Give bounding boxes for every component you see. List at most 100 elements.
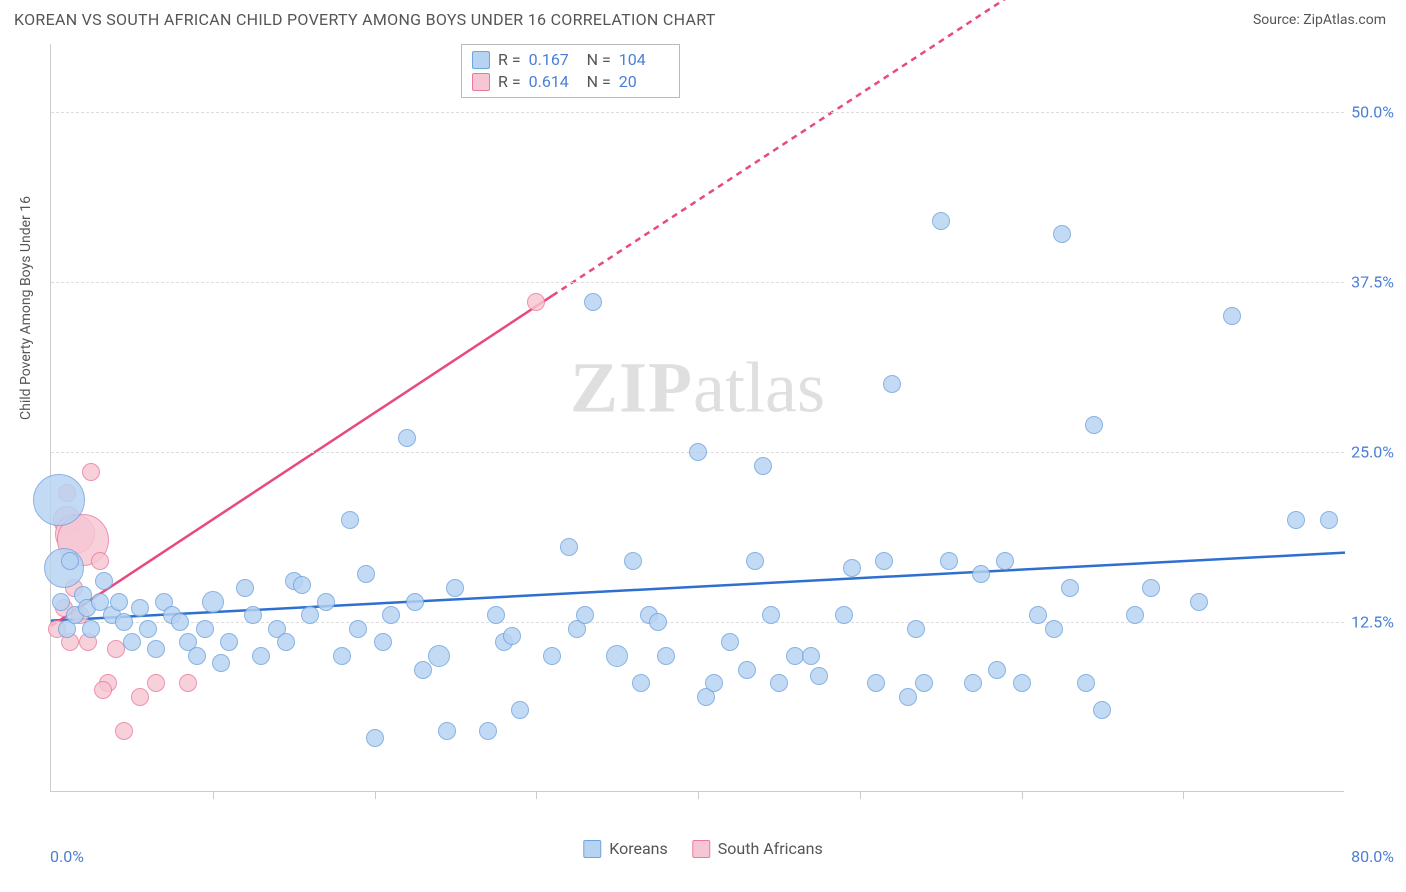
data-point-koreans: [883, 375, 901, 393]
data-point-south-africans: [179, 674, 197, 692]
x-axis-min-label: 0.0%: [50, 847, 84, 866]
n-label: N =: [587, 71, 611, 93]
data-point-koreans: [560, 538, 578, 556]
data-point-koreans: [875, 552, 893, 570]
data-point-koreans: [899, 688, 917, 706]
data-point-koreans: [996, 552, 1014, 570]
data-point-koreans: [810, 667, 828, 685]
data-point-koreans: [61, 552, 79, 570]
data-point-koreans: [236, 579, 254, 597]
data-point-koreans: [762, 606, 780, 624]
data-point-south-africans: [147, 674, 165, 692]
correlation-legend: R = 0.167 N = 104 R = 0.614 N = 20: [461, 44, 680, 98]
data-point-koreans: [1077, 674, 1095, 692]
x-tick: [375, 791, 376, 799]
legend-item-sa: South Africans: [692, 839, 823, 858]
data-point-koreans: [907, 620, 925, 638]
data-point-koreans: [1320, 511, 1338, 529]
swatch-south-africans: [472, 73, 490, 91]
legend-label-sa: South Africans: [718, 839, 823, 858]
data-point-koreans: [252, 647, 270, 665]
data-point-koreans: [33, 474, 85, 526]
data-point-koreans: [1093, 701, 1111, 719]
data-point-koreans: [932, 212, 950, 230]
chart-header: KOREAN VS SOUTH AFRICAN CHILD POVERTY AM…: [0, 0, 1406, 35]
n-value-sa: 20: [619, 71, 669, 93]
data-point-koreans: [1029, 606, 1047, 624]
data-point-koreans: [1126, 606, 1144, 624]
data-point-koreans: [147, 640, 165, 658]
data-point-koreans: [1085, 416, 1103, 434]
r-value-koreans: 0.167: [529, 49, 579, 71]
correlation-legend-row-sa: R = 0.614 N = 20: [472, 71, 669, 93]
data-point-koreans: [867, 674, 885, 692]
data-point-koreans: [406, 593, 424, 611]
data-point-koreans: [52, 593, 70, 611]
data-point-koreans: [139, 620, 157, 638]
data-point-koreans: [301, 606, 319, 624]
data-point-koreans: [1223, 307, 1241, 325]
x-axis-max-label: 80.0%: [1351, 847, 1394, 866]
x-tick: [860, 791, 861, 799]
data-point-koreans: [171, 613, 189, 631]
data-point-koreans: [1287, 511, 1305, 529]
data-point-koreans: [940, 552, 958, 570]
data-point-koreans: [341, 511, 359, 529]
data-point-koreans: [972, 565, 990, 583]
data-point-koreans: [333, 647, 351, 665]
x-tick: [536, 791, 537, 799]
data-point-koreans: [770, 674, 788, 692]
data-point-koreans: [382, 606, 400, 624]
grid-line: [51, 112, 1344, 113]
y-tick-label: 12.5%: [1351, 613, 1394, 632]
data-point-koreans: [123, 633, 141, 651]
data-point-koreans: [1190, 593, 1208, 611]
data-point-south-africans: [115, 722, 133, 740]
y-axis-label: Child Poverty Among Boys Under 16: [18, 196, 34, 420]
data-point-koreans: [1061, 579, 1079, 597]
data-point-koreans: [964, 674, 982, 692]
data-point-koreans: [657, 647, 675, 665]
x-tick: [1022, 791, 1023, 799]
data-point-koreans: [115, 613, 133, 631]
y-tick-label: 50.0%: [1351, 103, 1394, 122]
n-value-koreans: 104: [619, 49, 669, 71]
data-point-koreans: [82, 620, 100, 638]
x-tick: [213, 791, 214, 799]
data-point-koreans: [543, 647, 561, 665]
data-point-south-africans: [131, 688, 149, 706]
data-point-koreans: [293, 576, 311, 594]
data-point-south-africans: [82, 463, 100, 481]
grid-line: [51, 622, 1344, 623]
data-point-koreans: [202, 591, 224, 613]
data-point-koreans: [1053, 225, 1071, 243]
data-point-koreans: [584, 293, 602, 311]
data-point-koreans: [438, 722, 456, 740]
r-label: R =: [498, 49, 521, 71]
data-point-koreans: [754, 457, 772, 475]
data-point-koreans: [479, 722, 497, 740]
data-point-koreans: [843, 559, 861, 577]
data-point-koreans: [188, 647, 206, 665]
data-point-south-africans: [91, 552, 109, 570]
y-tick-label: 37.5%: [1351, 273, 1394, 292]
legend-item-koreans: Koreans: [583, 839, 668, 858]
data-point-koreans: [317, 593, 335, 611]
series-legend: Koreans South Africans: [583, 839, 822, 858]
data-point-south-africans: [94, 681, 112, 699]
data-point-koreans: [576, 606, 594, 624]
data-point-koreans: [606, 645, 628, 667]
data-point-koreans: [746, 552, 764, 570]
data-point-koreans: [244, 606, 262, 624]
data-point-koreans: [349, 620, 367, 638]
data-point-koreans: [1142, 579, 1160, 597]
data-point-koreans: [721, 633, 739, 651]
data-point-koreans: [503, 627, 521, 645]
data-point-koreans: [374, 633, 392, 651]
data-point-koreans: [802, 647, 820, 665]
x-tick: [1183, 791, 1184, 799]
data-point-koreans: [212, 654, 230, 672]
data-point-koreans: [649, 613, 667, 631]
data-point-koreans: [1013, 674, 1031, 692]
data-point-koreans: [131, 599, 149, 617]
